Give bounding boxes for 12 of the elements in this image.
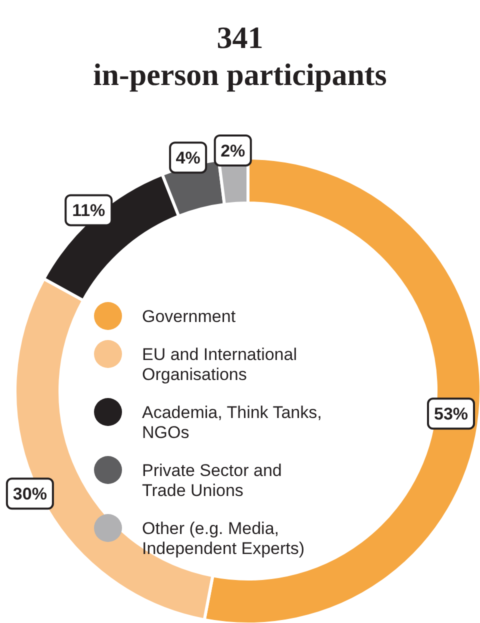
chart-subtitle: in-person participants [93, 57, 387, 92]
data-label: 30% [12, 484, 47, 504]
data-label: 4% [176, 148, 200, 168]
legend-label: Other (e.g. Media, Independent Experts) [142, 519, 305, 558]
legend-label: Private Sector and Trade Unions [142, 461, 282, 500]
legend-label: EU and International Organisations [142, 345, 297, 384]
data-label: 11% [72, 201, 106, 220]
legend-label: Academia, Think Tanks, NGOs [142, 403, 322, 442]
legend-label: Government [142, 307, 236, 326]
data-label: 2% [220, 141, 246, 160]
chart-title: 341 [216, 20, 264, 55]
data-label: 53% [434, 404, 468, 424]
